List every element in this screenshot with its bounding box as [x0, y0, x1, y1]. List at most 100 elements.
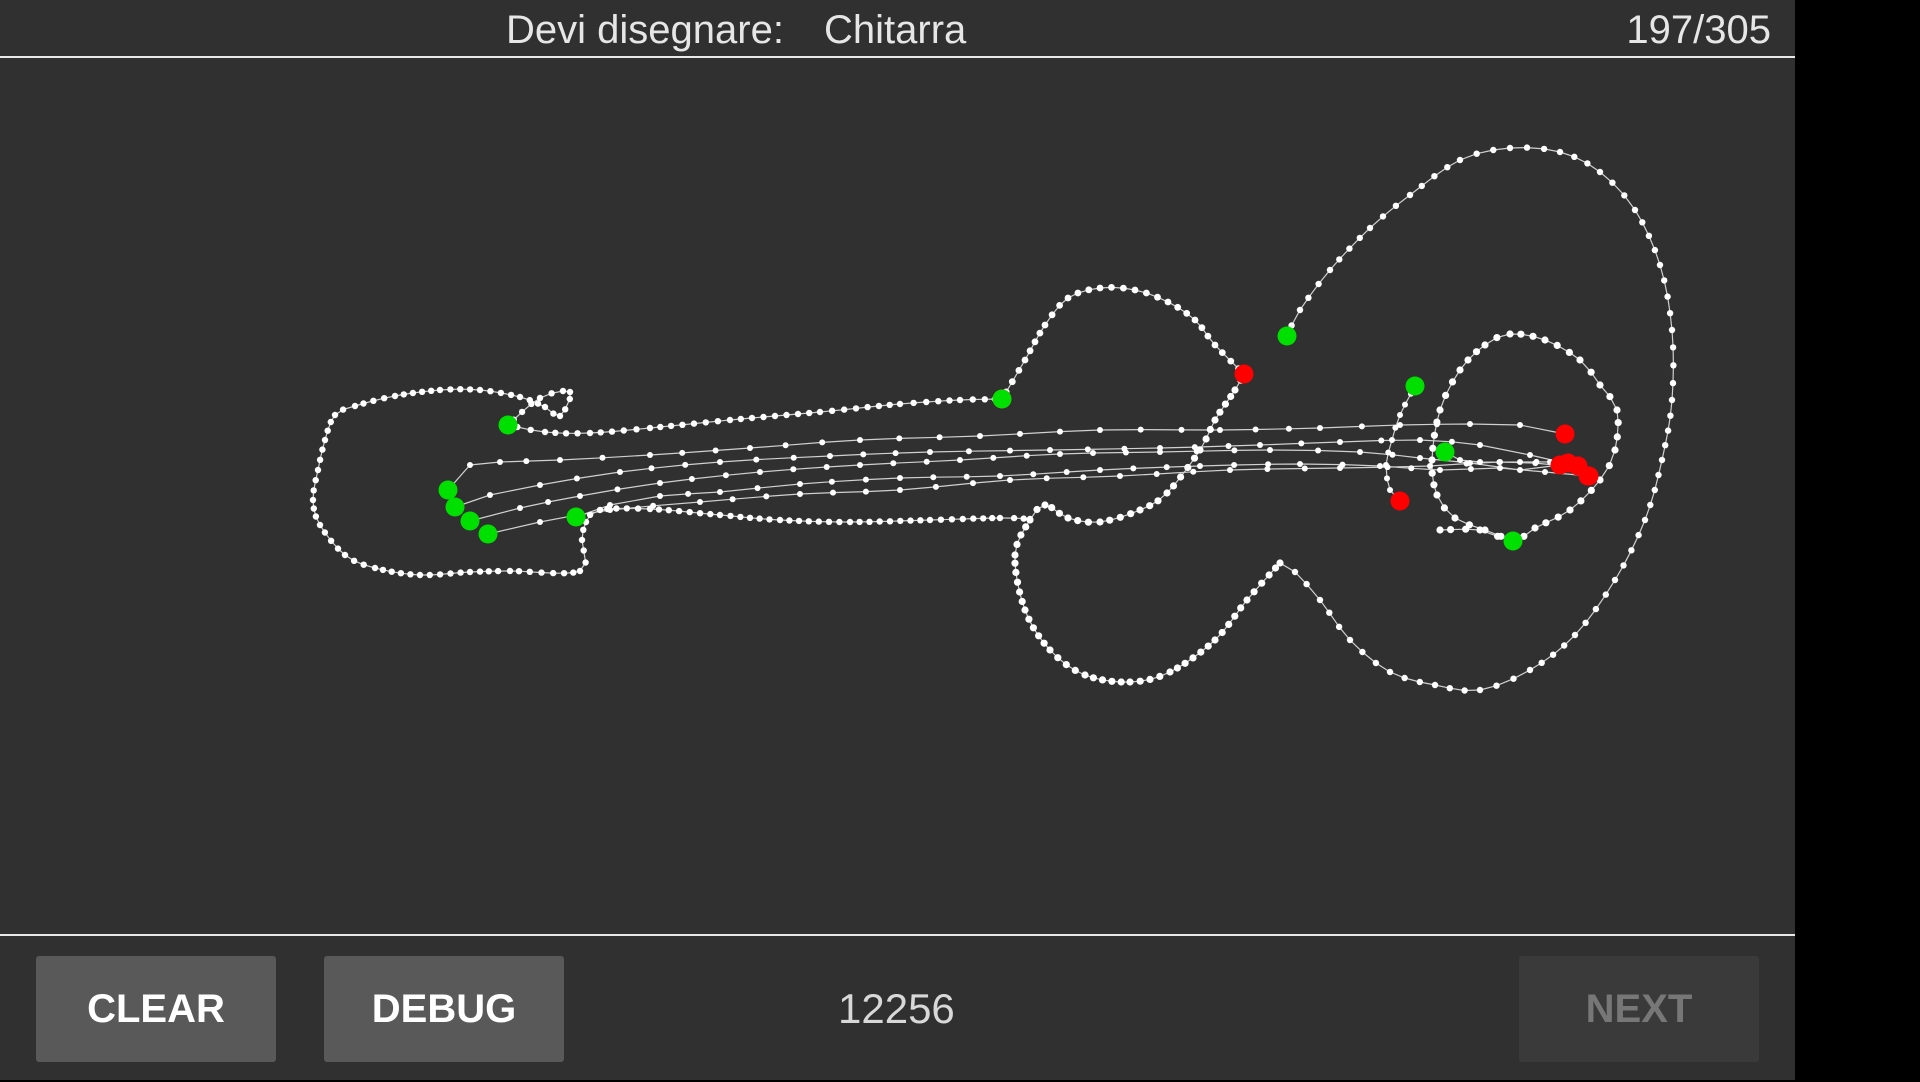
stroke-point: [1467, 466, 1474, 472]
stroke-point: [763, 493, 770, 500]
stroke-point: [856, 518, 863, 526]
stroke-point: [1444, 164, 1451, 171]
stroke-point: [1206, 425, 1214, 434]
stroke-point: [312, 477, 319, 484]
stroke-point: [782, 442, 789, 449]
stroke-point: [1193, 448, 1200, 455]
drawing-canvas[interactable]: [0, 58, 1795, 933]
stroke-point: [1611, 446, 1619, 454]
stroke-point: [1611, 576, 1619, 584]
clear-button[interactable]: CLEAR: [36, 956, 276, 1062]
stroke-point: [586, 511, 594, 519]
stroke-point: [1026, 516, 1034, 524]
stroke-point: [1392, 202, 1400, 209]
stroke-point: [756, 515, 763, 522]
stroke-point: [1153, 471, 1160, 477]
stroke-point: [614, 486, 621, 493]
stroke-point: [1442, 391, 1450, 399]
stroke-point: [1427, 463, 1433, 469]
stroke-point: [1566, 506, 1574, 514]
stroke-point: [1556, 148, 1564, 156]
stroke-point: [1071, 666, 1079, 675]
stroke-point: [1448, 438, 1455, 445]
screen-edge: [1795, 0, 1920, 1080]
stroke-start-marker: [992, 389, 1012, 409]
stroke-point: [1651, 486, 1659, 494]
stroke-point: [1225, 443, 1232, 449]
stroke-point: [526, 396, 533, 404]
next-button[interactable]: NEXT: [1519, 956, 1759, 1062]
stroke-point: [1529, 332, 1537, 340]
stroke-point: [823, 464, 830, 470]
stroke-point: [737, 415, 744, 423]
stroke-point: [351, 402, 359, 410]
stroke-point: [1392, 424, 1399, 431]
stroke-point: [1389, 437, 1395, 443]
stroke-point: [400, 391, 407, 398]
stroke-point: [391, 392, 399, 400]
stroke-point: [930, 474, 937, 481]
stroke-point: [816, 408, 824, 416]
stroke-point: [1022, 523, 1030, 531]
stroke-point: [815, 518, 822, 525]
stroke-point: [1554, 513, 1562, 521]
stroke-point: [1181, 659, 1189, 667]
stroke-start-marker: [438, 480, 458, 500]
stroke-point: [970, 480, 976, 487]
stroke-point: [1265, 461, 1272, 468]
stroke-connector-line: [1431, 333, 1619, 542]
stroke-point: [1430, 481, 1438, 489]
stroke-point: [1130, 465, 1137, 472]
stroke-point: [1428, 469, 1436, 477]
stroke-end-marker: [1390, 491, 1410, 511]
stroke-point: [926, 516, 934, 524]
stroke-point: [1494, 532, 1502, 540]
stroke-point: [794, 410, 802, 418]
stroke-point: [1613, 406, 1621, 414]
stroke-point: [923, 458, 930, 465]
stroke-point: [1204, 332, 1212, 340]
stroke-point: [566, 388, 574, 396]
stroke-point: [310, 487, 317, 494]
stroke-point: [1156, 672, 1164, 681]
stroke-point: [1358, 423, 1365, 430]
stroke-point: [688, 476, 695, 482]
stroke-point: [647, 452, 653, 458]
stroke-point: [507, 391, 515, 399]
stroke-point: [1143, 289, 1150, 297]
stroke-point: [397, 570, 405, 577]
debug-button[interactable]: DEBUG: [324, 956, 564, 1062]
stroke-point: [613, 505, 620, 512]
stroke-point: [828, 407, 836, 414]
stroke-point: [523, 458, 530, 465]
stroke-point: [1031, 338, 1039, 346]
stroke-end-marker: [1555, 424, 1575, 444]
stroke-point: [582, 559, 589, 566]
stroke-point: [857, 437, 863, 443]
stroke-point: [1582, 619, 1589, 626]
stroke-point: [1122, 449, 1129, 456]
stroke-point: [599, 454, 606, 461]
stroke-point: [1335, 623, 1343, 630]
stroke-point: [1506, 330, 1514, 338]
stroke-point: [1291, 568, 1299, 576]
stroke-point: [1614, 419, 1622, 427]
stroke-point: [936, 434, 943, 441]
stroke-point: [980, 515, 987, 522]
stroke-point: [927, 449, 933, 455]
stroke-point: [1297, 461, 1303, 467]
stroke-point: [1372, 659, 1380, 667]
stroke-point: [714, 418, 722, 425]
stroke-point: [1198, 324, 1206, 332]
stroke-point: [1020, 515, 1027, 522]
stroke-point: [1117, 678, 1125, 686]
stroke-point: [1337, 439, 1343, 445]
stroke-point: [1227, 357, 1235, 365]
stroke-point: [981, 396, 988, 403]
stroke-point: [864, 403, 871, 411]
stroke-start-marker: [1405, 376, 1425, 396]
stroke-point: [1033, 505, 1041, 514]
stroke-point: [1656, 261, 1664, 269]
stroke-point: [541, 403, 549, 411]
stroke-point: [1577, 497, 1585, 505]
